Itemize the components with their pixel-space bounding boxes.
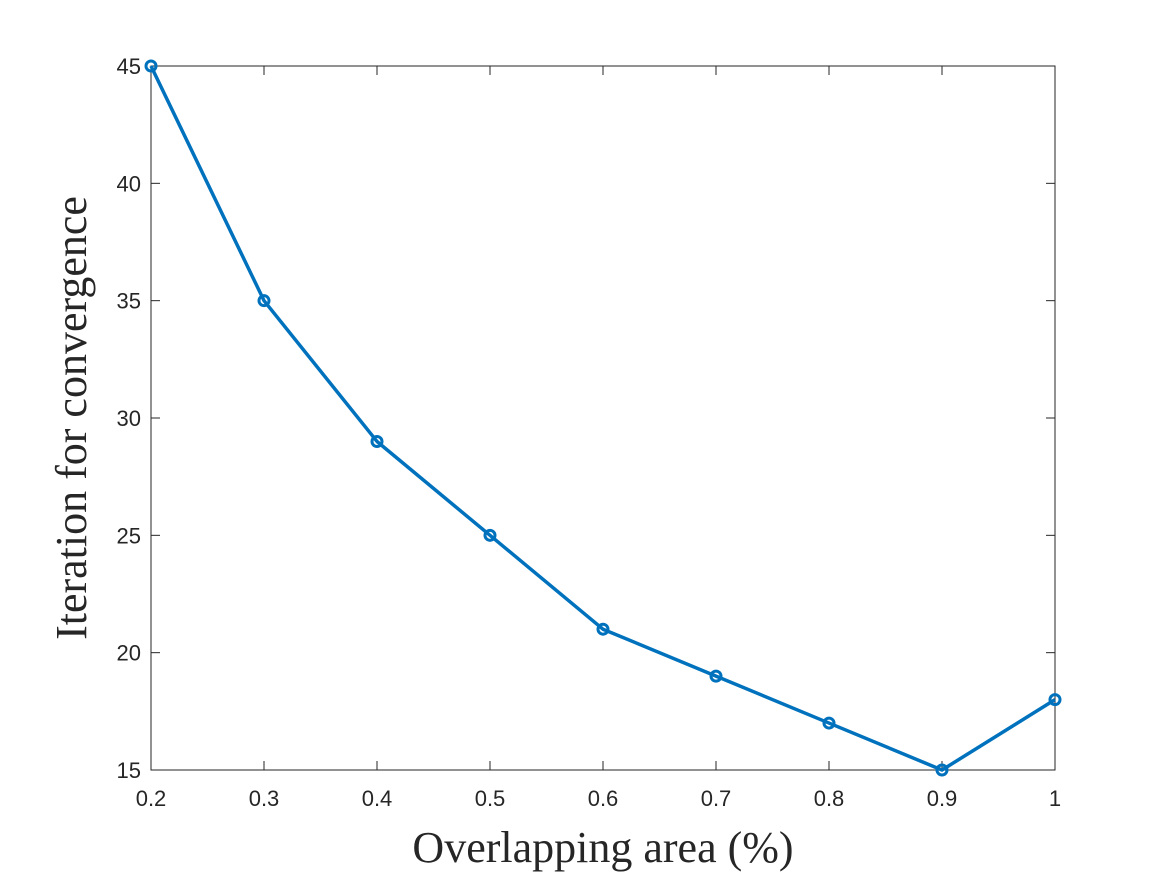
- y-tick-label: 40: [117, 171, 141, 196]
- y-tick-labels: 15 20 25 30 35 40 45: [117, 54, 141, 783]
- tick-marks: [150, 65, 1056, 771]
- y-tick-label: 20: [117, 641, 141, 666]
- data-point: [1048, 693, 1062, 707]
- x-tick-label: 0.5: [475, 786, 506, 811]
- data-point: [370, 434, 384, 448]
- x-tick-label: 0.9: [927, 786, 958, 811]
- data-point: [709, 669, 723, 683]
- x-axis-title: Overlapping area (%): [412, 823, 793, 872]
- x-tick-labels: 0.2 0.3 0.4 0.5 0.6 0.7 0.8 0.9 1: [136, 786, 1061, 811]
- y-tick-label: 15: [117, 758, 141, 783]
- data-point: [822, 716, 836, 730]
- data-point: [144, 59, 158, 73]
- data-point: [483, 528, 497, 542]
- data-point: [935, 763, 949, 777]
- x-tick-label: 0.3: [249, 786, 280, 811]
- x-tick-label: 0.4: [362, 786, 393, 811]
- y-axis-title: Iteration for convergence: [47, 196, 96, 640]
- x-tick-label: 0.6: [588, 786, 619, 811]
- y-tick-label: 45: [117, 54, 141, 79]
- x-tick-label: 0.8: [814, 786, 845, 811]
- x-tick-label: 0.7: [701, 786, 732, 811]
- x-tick-label: 0.2: [136, 786, 167, 811]
- y-tick-label: 35: [117, 289, 141, 314]
- series-layer: [144, 59, 1062, 777]
- series-line: [149, 65, 1056, 772]
- y-tick-label: 30: [117, 406, 141, 431]
- data-point: [596, 622, 610, 636]
- x-tick-label: 1: [1049, 786, 1061, 811]
- y-tick-label: 25: [117, 523, 141, 548]
- data-point: [257, 294, 271, 308]
